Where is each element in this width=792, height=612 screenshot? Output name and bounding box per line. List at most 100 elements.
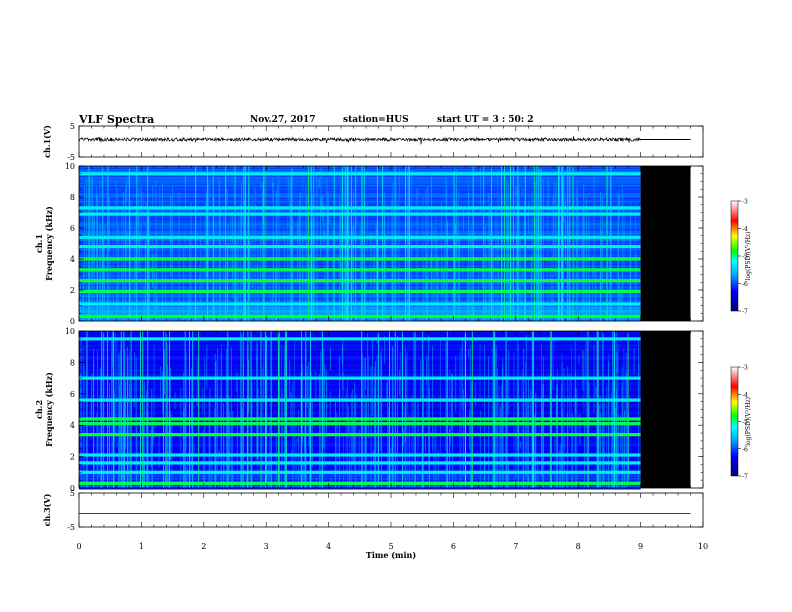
spectrogram-sferic xyxy=(310,331,312,488)
y-tick-label: -5 xyxy=(67,153,75,162)
spectrogram-streak xyxy=(531,190,533,298)
spectrogram-streak xyxy=(158,432,160,468)
spectrogram-streak xyxy=(120,351,122,453)
spectrogram-streak xyxy=(239,212,241,240)
spectrogram-band-core xyxy=(79,236,641,238)
spectrogram-row xyxy=(79,364,641,367)
spectrogram-row xyxy=(79,350,641,352)
spectrogram-streak xyxy=(309,402,310,488)
spectrogram-streak xyxy=(323,203,325,239)
spectrogram-streak xyxy=(237,210,239,312)
spectrogram-band-core xyxy=(79,291,641,292)
spectrogram-row xyxy=(79,231,641,234)
spectrogram-row xyxy=(79,297,641,299)
spectrogram-row xyxy=(79,228,641,231)
spectrogram-streak xyxy=(232,211,234,299)
spectrogram-streak xyxy=(508,461,509,488)
spectrogram-streak xyxy=(208,183,209,299)
spectrogram-sferic xyxy=(538,166,540,321)
spectrogram-sferic xyxy=(513,166,514,321)
y-tick-label: 2 xyxy=(70,286,75,295)
spectrogram-sferic xyxy=(587,331,589,488)
spectrogram-streak xyxy=(100,367,101,488)
spectrogram-streak xyxy=(302,235,304,321)
spectrogram-sferic xyxy=(212,166,214,321)
spectrogram-streak xyxy=(294,338,296,470)
spectrogram-streak xyxy=(135,205,137,279)
spectrogram-row xyxy=(79,451,641,453)
spectrogram-row xyxy=(79,255,641,258)
spectrogram-streak xyxy=(246,474,247,485)
spectrogram-streak xyxy=(271,291,273,321)
spectrogram-streak xyxy=(202,429,204,488)
y-tick-label: 4 xyxy=(70,421,75,430)
spectrogram-streak xyxy=(355,393,357,488)
spectrogram-streak xyxy=(308,361,310,446)
spectrogram-row xyxy=(79,217,641,219)
spectrogram-streak xyxy=(516,235,518,301)
spectrogram-row xyxy=(79,428,641,431)
spectrogram-sferic xyxy=(291,166,293,321)
x-tick-label: 7 xyxy=(513,542,518,551)
spectrogram-streak xyxy=(91,373,93,418)
spectrogram-streak xyxy=(183,372,184,488)
spectrogram-streak xyxy=(623,207,625,271)
spectrogram-streak xyxy=(499,406,501,488)
spectrogram-sferic xyxy=(169,331,171,488)
spectrogram-row xyxy=(79,345,641,348)
spectrogram-row xyxy=(79,372,641,375)
spectrogram-streak xyxy=(521,271,523,287)
spectrogram-streak xyxy=(155,180,157,321)
spectrogram-streak xyxy=(466,266,468,321)
spectrogram-sferic xyxy=(244,166,246,321)
spectrogram-row xyxy=(79,438,641,440)
spectrogram-streak xyxy=(116,340,118,448)
spectrogram-streak xyxy=(455,223,456,234)
spectrogram-row xyxy=(79,194,641,197)
spectrogram-streak xyxy=(602,196,603,293)
spectrogram-streak xyxy=(485,302,486,314)
spectrogram-streak xyxy=(566,469,568,488)
spectrogram-row xyxy=(79,305,641,307)
spectrogram-streak xyxy=(320,197,321,257)
spectrogram-streak xyxy=(491,212,493,321)
spectrogram-row xyxy=(79,226,641,229)
spectrogram-streak xyxy=(170,423,172,460)
spectrogram-streak xyxy=(339,355,341,488)
colorbar-tick-label: -3 xyxy=(742,365,748,372)
spectrogram-streak xyxy=(168,431,170,488)
spectrogram-streak xyxy=(124,186,126,321)
spectrogram-streak xyxy=(460,345,462,488)
spectrogram-row xyxy=(79,202,641,205)
spectrogram-streak xyxy=(108,197,110,254)
spectrogram-streak xyxy=(296,221,298,285)
spectrogram-streak xyxy=(506,181,508,321)
spectrogram-sferic xyxy=(136,166,138,321)
spectrogram-sferic xyxy=(313,166,315,321)
spectrogram-row xyxy=(79,459,641,461)
spectrogram-row xyxy=(79,193,641,195)
spectrogram-streak xyxy=(219,208,221,321)
spectrogram-row xyxy=(79,241,641,243)
spectrogram-streak xyxy=(588,209,590,321)
spectrogram-streak xyxy=(462,389,464,476)
spectrogram-row xyxy=(79,359,641,362)
spectrogram-streak xyxy=(484,225,486,321)
spectrogram-row xyxy=(79,463,641,466)
spectrogram-streak xyxy=(469,344,471,488)
spectrogram-streak xyxy=(82,346,84,488)
spectrogram-streak xyxy=(576,388,578,488)
spectrogram-streak xyxy=(589,279,591,321)
spectrogram-streak xyxy=(425,189,427,294)
spectrogram-streak xyxy=(445,339,447,451)
spectrogram-streak xyxy=(342,372,344,418)
spectrogram-row xyxy=(79,351,641,354)
spectrogram-streak xyxy=(450,429,451,445)
spectrogram-row xyxy=(79,355,641,357)
spectrogram-streak xyxy=(522,253,524,278)
spectrogram-row xyxy=(79,409,641,412)
spectrogram-streak xyxy=(339,200,341,321)
spectrogram-sferic xyxy=(128,166,130,321)
spectrogram-row xyxy=(79,300,641,303)
y-axis-label: ch.2 xyxy=(34,400,44,419)
